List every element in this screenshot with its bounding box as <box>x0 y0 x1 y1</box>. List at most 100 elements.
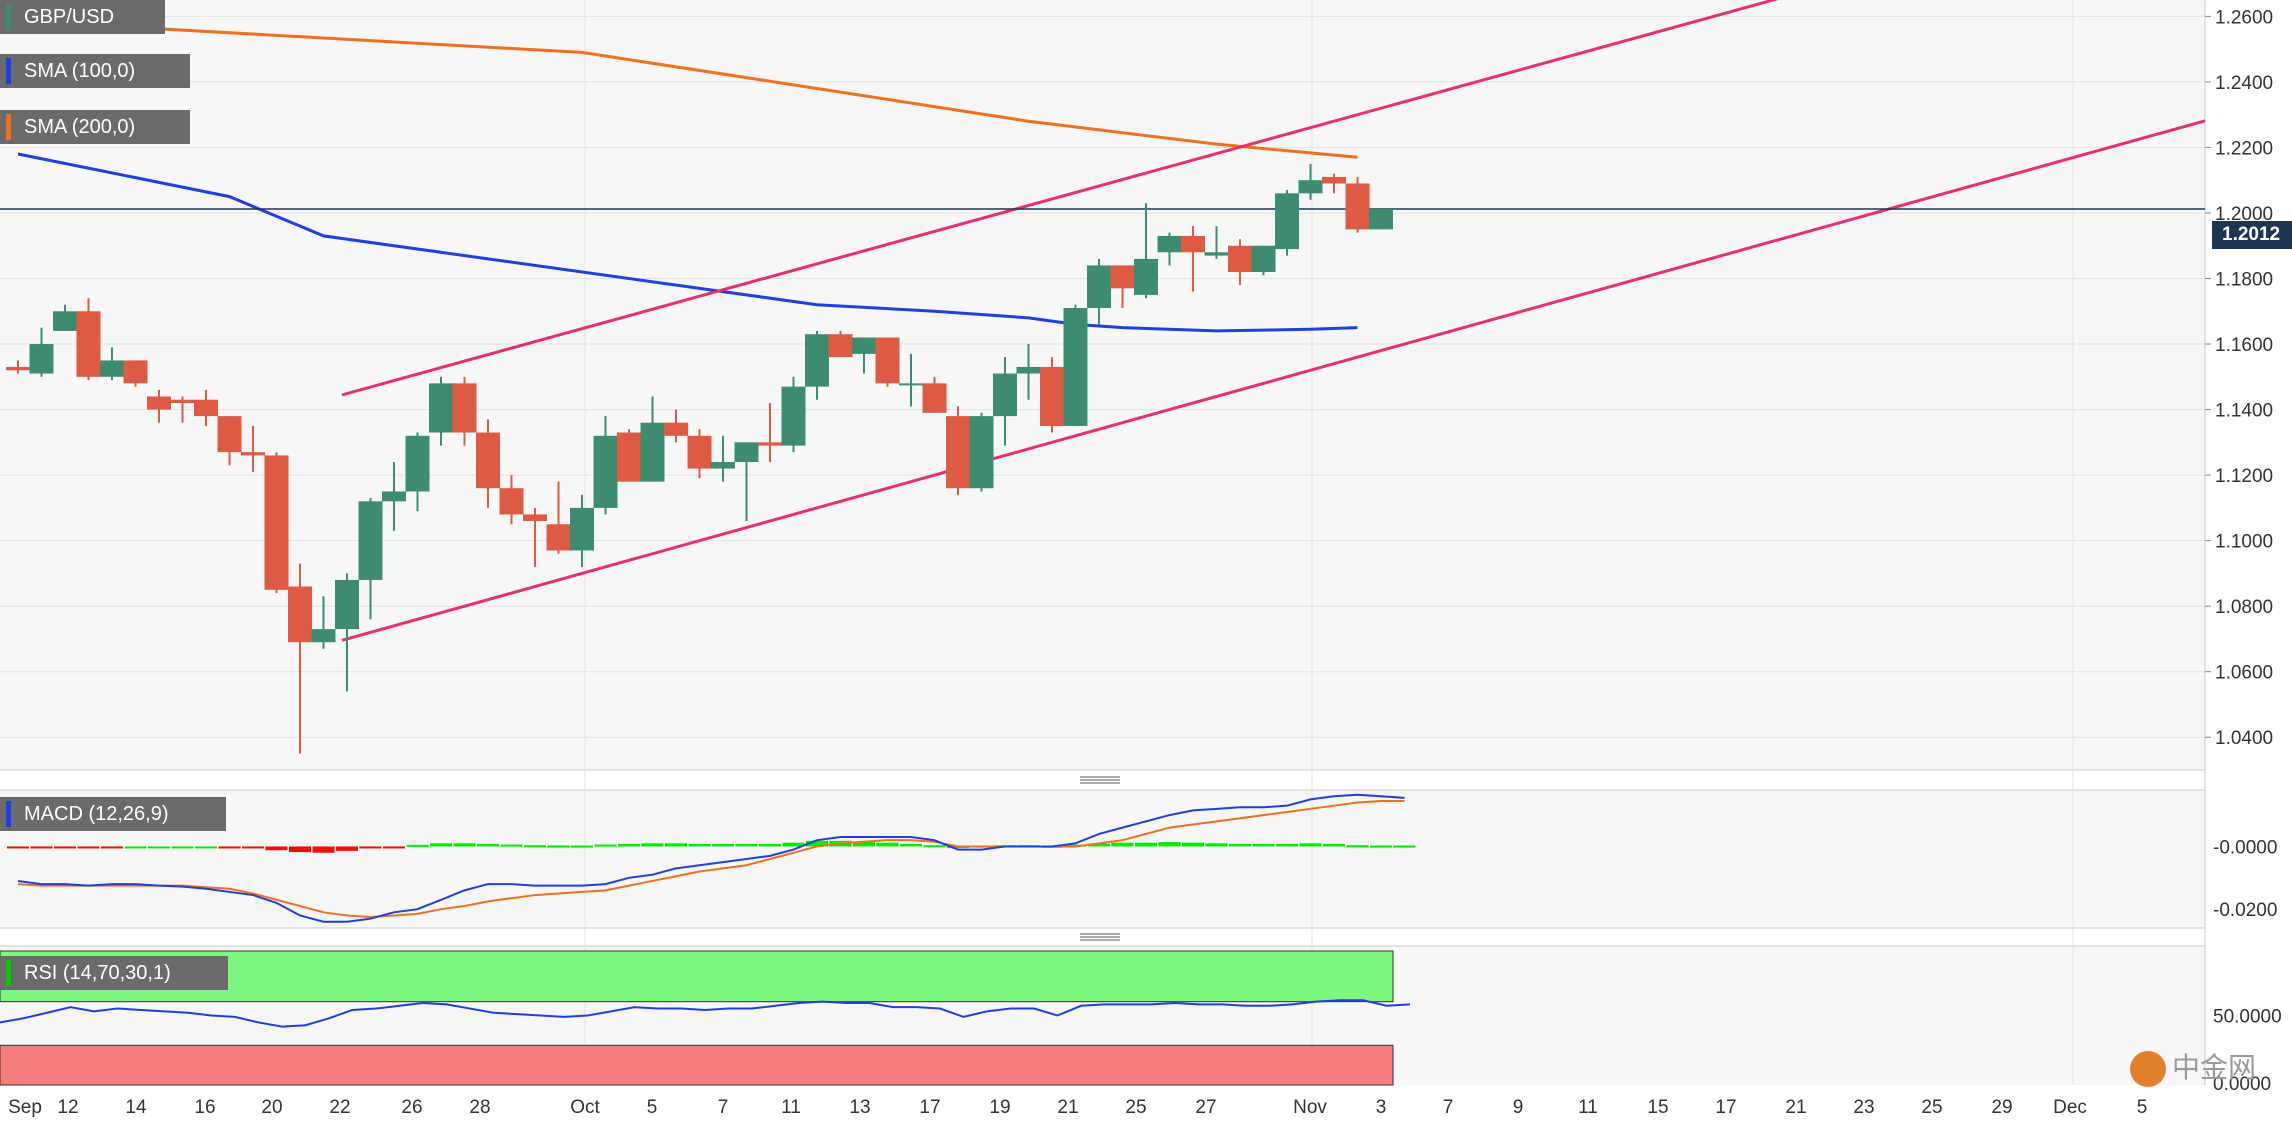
candle-body <box>1345 183 1370 230</box>
rsi-oversold-zone <box>0 1044 1394 1086</box>
price-tick-label: 1.2600 <box>2215 7 2273 28</box>
macd-histogram-bar <box>641 843 664 847</box>
rsi-label[interactable]: RSI (14,70,30,1) <box>0 956 228 990</box>
candle-body <box>100 360 124 377</box>
macd-histogram-bar <box>1346 845 1369 848</box>
x-tick-label: 9 <box>1513 1097 1524 1118</box>
macd-histogram-bar <box>759 843 781 847</box>
candle-body <box>617 432 641 482</box>
x-tick-label: 27 <box>1195 1097 1216 1118</box>
x-tick-label: 3 <box>1376 1097 1387 1118</box>
candle-body <box>288 586 312 643</box>
x-tick-label: 26 <box>401 1097 422 1118</box>
macd-histogram-bar <box>618 843 640 847</box>
price-tick-label: 1.0600 <box>2215 663 2273 684</box>
macd-histogram-bar <box>571 845 593 848</box>
macd-histogram-bar <box>406 844 429 847</box>
macd-histogram-bar <box>1229 843 1251 847</box>
macd-histogram-bar <box>524 845 546 848</box>
candle-body <box>382 491 406 502</box>
candle-body <box>758 442 782 446</box>
candle-body <box>828 334 853 358</box>
sma100-swatch <box>6 58 11 84</box>
x-tick-label: 5 <box>2137 1097 2148 1118</box>
main-panel-bg <box>0 0 2205 770</box>
x-tick-label: 14 <box>125 1097 147 1118</box>
candle-body <box>476 432 500 489</box>
x-tick-label: Sep <box>8 1097 42 1118</box>
candle-body <box>852 337 876 354</box>
rsi-tick-label: 50.0000 <box>2213 1007 2282 1028</box>
macd-histogram-bar <box>1252 843 1275 847</box>
macd-histogram-bar <box>735 843 758 847</box>
price-tick-label: 1.1000 <box>2215 532 2273 553</box>
rsi-tick-label: 0.0000 <box>2213 1074 2271 1095</box>
macd-histogram-bar <box>77 846 100 849</box>
candle-body <box>335 579 359 630</box>
candle-body <box>640 422 665 482</box>
macd-tick-label: -0.0000 <box>2213 837 2277 858</box>
macd-swatch <box>6 801 11 827</box>
macd-panel <box>7 793 1416 923</box>
watermark-logo-icon <box>2130 1051 2166 1087</box>
candle-body <box>570 507 594 551</box>
sma100-line <box>17 152 1358 333</box>
macd-signal-line <box>17 799 1405 919</box>
x-tick-label: 23 <box>1853 1097 1874 1118</box>
macd-histogram-bar <box>688 843 711 847</box>
candle-body <box>429 383 453 433</box>
sma200-label[interactable]: SMA (200,0) <box>0 110 190 144</box>
candle-body <box>805 334 829 387</box>
macd-histogram-bar <box>336 846 358 851</box>
macd-histogram-bar <box>1205 843 1228 847</box>
macd-histogram-bar <box>1370 845 1392 848</box>
macd-histogram-bar <box>1111 842 1134 847</box>
macd-label[interactable]: MACD (12,26,9) <box>0 797 226 831</box>
macd-histogram-bar <box>1299 843 1322 847</box>
candle-body <box>993 373 1017 417</box>
symbol-swatch <box>6 4 11 30</box>
candle-body <box>593 435 618 508</box>
candle-body <box>1181 235 1205 253</box>
candle-body <box>781 386 806 446</box>
x-tick-label: 22 <box>329 1097 350 1118</box>
macd-line <box>17 793 1405 923</box>
price-tick-label: 1.2400 <box>2215 73 2273 94</box>
x-tick-label: 25 <box>1921 1097 1942 1118</box>
candle-body <box>734 442 759 462</box>
watermark: 中金网 <box>2130 1046 2256 1087</box>
price-tick-label: 1.0800 <box>2215 597 2273 618</box>
sma100-label[interactable]: SMA (100,0) <box>0 54 190 88</box>
x-tick-label: 25 <box>1125 1097 1146 1118</box>
candle-body <box>499 488 524 515</box>
rsi-swatch <box>6 960 11 986</box>
macd-text: MACD (12,26,9) <box>24 803 169 825</box>
candle-body <box>358 501 383 580</box>
macd-tick-label: -0.0200 <box>2213 900 2277 921</box>
candle-body <box>311 629 336 643</box>
macd-histogram-bar <box>1182 842 1204 847</box>
macd-histogram-bar <box>782 842 805 847</box>
candle-body <box>1134 258 1158 295</box>
candle-body <box>452 383 477 433</box>
candle-body <box>217 416 242 453</box>
x-tick-label: 7 <box>718 1097 729 1118</box>
candle-body <box>241 452 265 456</box>
candle-body <box>523 514 547 521</box>
sma200-swatch <box>6 114 11 140</box>
last-price-tag: 1.2012 <box>2212 221 2292 249</box>
candle-body <box>1063 308 1088 426</box>
x-tick-label: Oct <box>570 1097 600 1118</box>
macd-histogram-bar <box>430 843 452 847</box>
symbol-label[interactable]: GBP/USD <box>0 0 165 34</box>
candle-body <box>711 462 735 469</box>
macd-histogram-bar <box>853 841 875 847</box>
macd-histogram-bar <box>312 846 335 853</box>
candle-body <box>1322 176 1346 184</box>
macd-histogram-bar <box>7 846 29 849</box>
channel-upper-line <box>341 0 1779 397</box>
candle-body <box>1110 265 1135 289</box>
candle-body <box>546 524 571 551</box>
macd-histogram-bar <box>594 844 617 847</box>
